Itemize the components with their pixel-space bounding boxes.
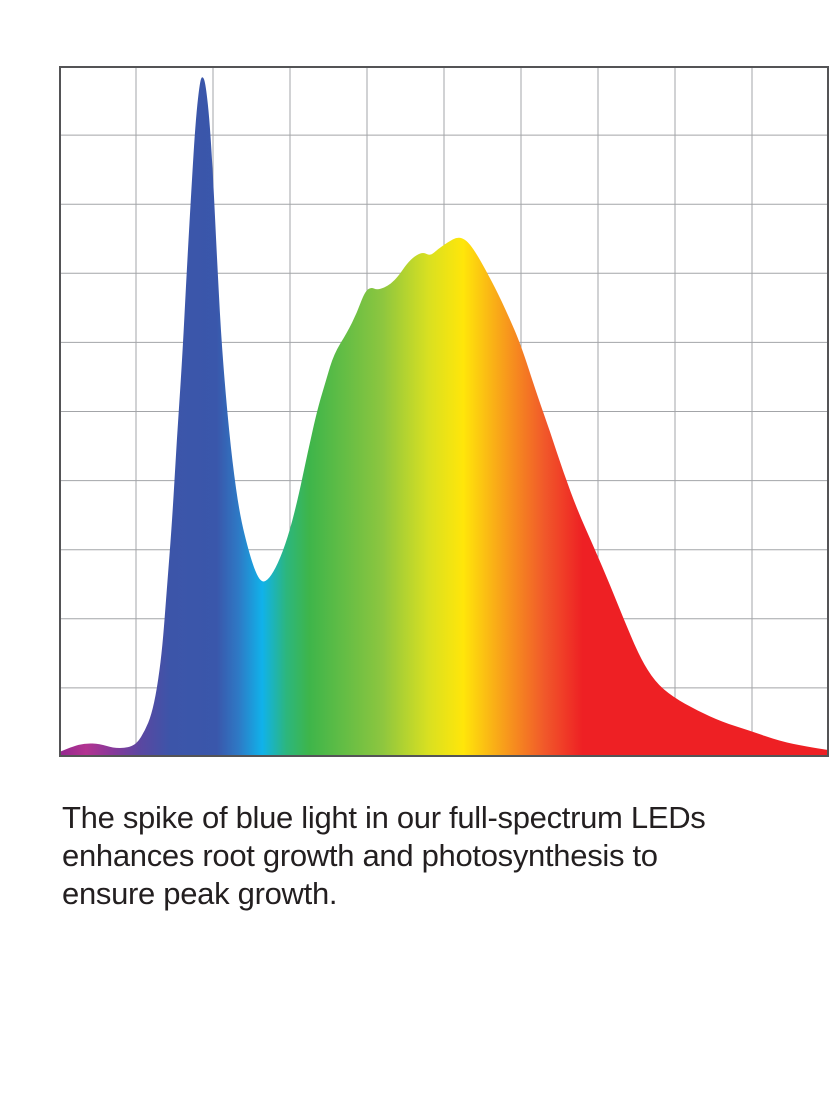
spectrum-chart-figure [59, 66, 829, 757]
spectrum-svg [59, 66, 829, 757]
caption-text: The spike of blue light in our full-spec… [62, 800, 706, 911]
chart-border [59, 66, 829, 757]
spectrum-area-path [59, 77, 829, 757]
